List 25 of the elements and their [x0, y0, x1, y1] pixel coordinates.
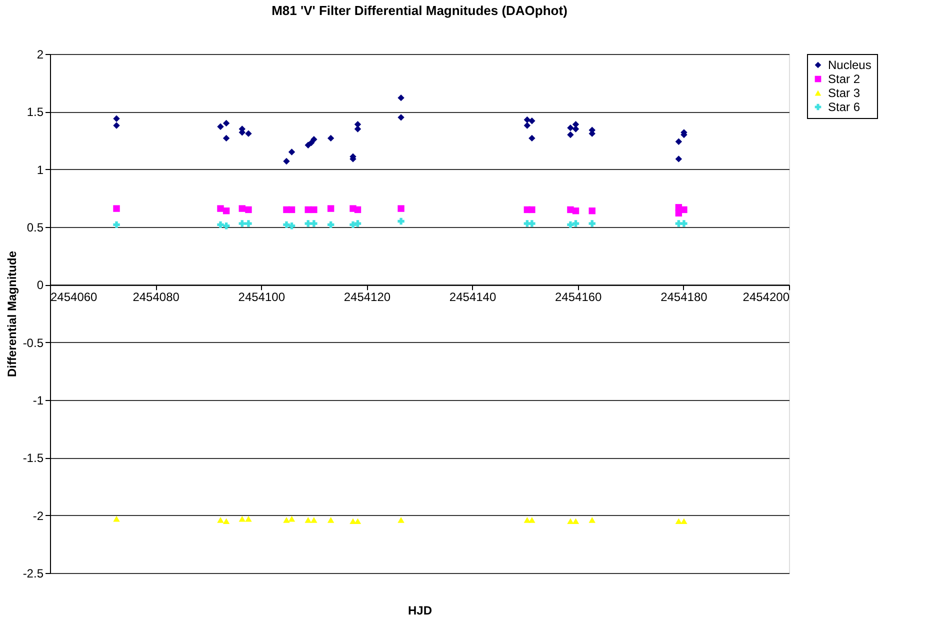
y-tick-label: 0.5 — [26, 220, 44, 234]
x-axis-title: HJD — [408, 604, 432, 618]
y-tick-label: 2 — [36, 48, 44, 62]
x-tick-label: 2454140 — [449, 290, 496, 304]
y-tick-label: -2.5 — [22, 566, 44, 580]
y-tick-label: 1.5 — [26, 105, 44, 120]
x-tick-label: 2454120 — [344, 290, 391, 304]
x-tick-label: 2454160 — [555, 290, 602, 304]
y-axis-title: Differential Magnitude — [4, 250, 19, 378]
legend-label: Nucleus — [828, 58, 872, 72]
x-tick-label: 2454200 — [742, 290, 790, 304]
legend-label: Star 6 — [828, 100, 860, 114]
legend-label: Star 3 — [828, 86, 860, 100]
y-tick-label: 1 — [36, 162, 44, 177]
y-tick-label: -2 — [32, 508, 44, 523]
x-tick-label: 2454060 — [50, 290, 98, 304]
y-tick-label: -1 — [32, 394, 44, 408]
legend-label: Star 2 — [828, 72, 860, 86]
y-tick-label: -0.5 — [22, 336, 44, 350]
x-tick-label: 2454100 — [238, 290, 286, 304]
chart-title: M81 'V' Filter Differential Magnitudes (DAOphot) — [272, 3, 568, 18]
x-tick-label: 2454180 — [660, 290, 708, 304]
y-tick-label: 0 — [36, 278, 44, 292]
x-tick-label: 2454080 — [132, 290, 180, 304]
y-tick-label: -1.5 — [22, 451, 44, 466]
